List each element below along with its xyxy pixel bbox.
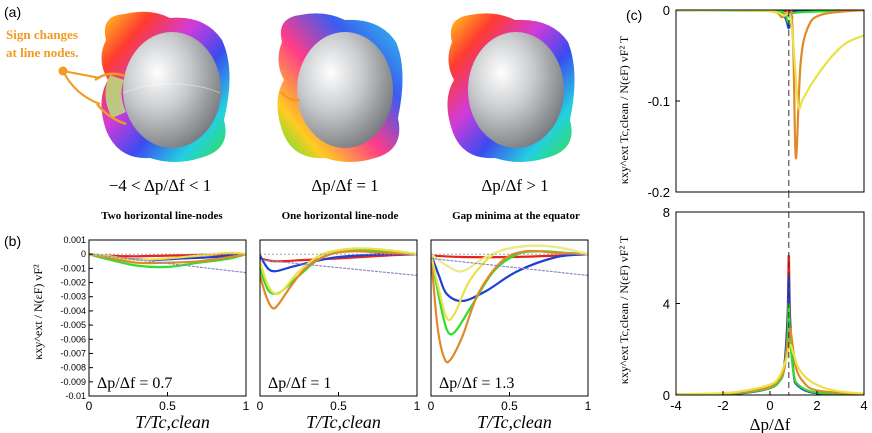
panel-b-ylabel: κxy^ext / N(εF) vF²: [31, 264, 45, 360]
x-tick-label: 0: [257, 399, 264, 413]
x-tick-label: 4: [860, 398, 867, 413]
condition-label-1: −4 < Δp/Δf < 1: [109, 176, 212, 195]
x-tick-label: 2: [813, 398, 820, 413]
condition-caption-3: Gap minima at the equator: [452, 210, 580, 222]
x-tick-label: -4: [670, 398, 682, 413]
x-tick-label: -2: [717, 398, 729, 413]
plot-c-bottom: 840-4 -2 0 2 4Δp/Δf: [663, 192, 868, 433]
x-axis-label: Δp/Δf: [750, 415, 791, 433]
panel-c-bottom-ylabel: κxy^ext Tc,clean / N(εF) vF² T: [617, 235, 631, 384]
y-tick-label: -0.005: [60, 320, 86, 330]
series-line-green: [89, 253, 246, 269]
x-tick-label: 0: [766, 398, 773, 413]
gap-structure-sphere: [94, 11, 230, 162]
x-tick-label: 0: [86, 399, 93, 413]
y-tick-label: -0.006: [60, 334, 86, 344]
series-line-green: [431, 250, 588, 336]
y-tick-label: -0.003: [60, 292, 86, 302]
series-line-orange: [676, 10, 864, 160]
series-line-orange: [431, 249, 588, 364]
subplot-annotation: Δp/Δf = 0.7: [97, 375, 172, 392]
y-tick-label: 4: [663, 297, 670, 312]
y-tick-label: 0: [663, 388, 670, 403]
plot-frame: [430, 239, 589, 397]
x-tick-label: 1: [243, 399, 250, 413]
series-line-red: [676, 254, 864, 395]
x-tick-label: 0.5: [330, 399, 347, 413]
y-tick-label: -0.007: [60, 348, 86, 358]
plot-frame: [259, 239, 418, 397]
series-line-orange: [260, 250, 417, 310]
plot-b-1: Δp/Δf = 1 0 0.5 1 T/Tc,clean: [257, 239, 421, 432]
gap-structure-sphere: [277, 13, 403, 163]
y-tick-label: -0.009: [60, 377, 86, 387]
condition-caption-2: One horizontal line-node: [282, 210, 399, 222]
y-tick-label: 0.001: [63, 235, 86, 245]
x-axis-label: T/Tc,clean: [135, 412, 210, 432]
x-tick-label: 1: [585, 399, 592, 413]
condition-caption-1: Two horizontal line-nodes: [101, 210, 223, 222]
series-line-yellow: [676, 343, 864, 395]
plot-b-1.3: Δp/Δf = 1.3 0 0.5 1 T/Tc,clean: [428, 239, 592, 432]
condition-label-3: Δp/Δf > 1: [481, 176, 548, 195]
x-tick-label: 0.5: [501, 399, 518, 413]
y-tick-label: 0: [663, 3, 670, 18]
series-line-blue: [260, 252, 417, 273]
gap-structure-sphere: [447, 13, 575, 163]
series-line-orange: [89, 253, 246, 265]
y-tick-label: 8: [663, 205, 670, 220]
y-tick-label: -0.008: [60, 363, 86, 373]
series-line-pale_yellow: [431, 244, 588, 273]
series-line-yellow: [260, 247, 417, 296]
annotation-pointer-lines: [62, 70, 101, 105]
series-line-dotted: [431, 257, 588, 277]
subplot-annotation: Δp/Δf = 1: [268, 375, 331, 392]
plot-frame: [675, 9, 865, 193]
y-tick-label: -0.01: [65, 391, 86, 401]
series-line-orange: [676, 327, 864, 395]
condition-label-2: Δp/Δf = 1: [311, 176, 378, 195]
annotation-line1: Sign changes: [6, 27, 78, 42]
x-axis-label: T/Tc,clean: [477, 412, 552, 432]
y-tick-label: -0.001: [60, 263, 86, 273]
series-line-blue: [431, 253, 588, 303]
annotation-line2: at line nodes.: [6, 45, 79, 60]
plot-b-0.7: Δp/Δf = 0.7 0 0.5 1 T/Tc,clean 0.001 0 -0.001 -0…: [60, 235, 249, 432]
series-line-green: [676, 302, 864, 395]
y-tick-label: 0: [81, 249, 86, 259]
y-tick-label: -0.002: [60, 278, 86, 288]
panel-label-b: (b): [4, 233, 21, 249]
subplot-annotation: Δp/Δf = 1.3: [439, 375, 514, 392]
plot-c-top: 0 -0.1 -0.2: [648, 3, 865, 200]
x-tick-label: 1: [414, 399, 421, 413]
x-axis-label: T/Tc,clean: [306, 412, 381, 432]
x-tick-label: 0: [428, 399, 435, 413]
y-tick-label: -0.1: [648, 94, 670, 109]
y-tick-label: -0.2: [648, 185, 670, 200]
panel-c-top-ylabel: κxy^ext Tc,clean / N(εF) vF² T: [617, 35, 631, 184]
series-line-yellow: [676, 10, 864, 110]
x-tick-label: 0.5: [159, 399, 176, 413]
series-line-dotted: [260, 259, 417, 277]
panel-label-c: (c): [626, 7, 642, 23]
y-tick-label: -0.004: [60, 306, 86, 316]
series-line-blue: [676, 275, 864, 395]
plot-frame: [675, 211, 865, 396]
series-line-dotted: [89, 253, 246, 274]
panel-label-a: (a): [4, 4, 21, 20]
